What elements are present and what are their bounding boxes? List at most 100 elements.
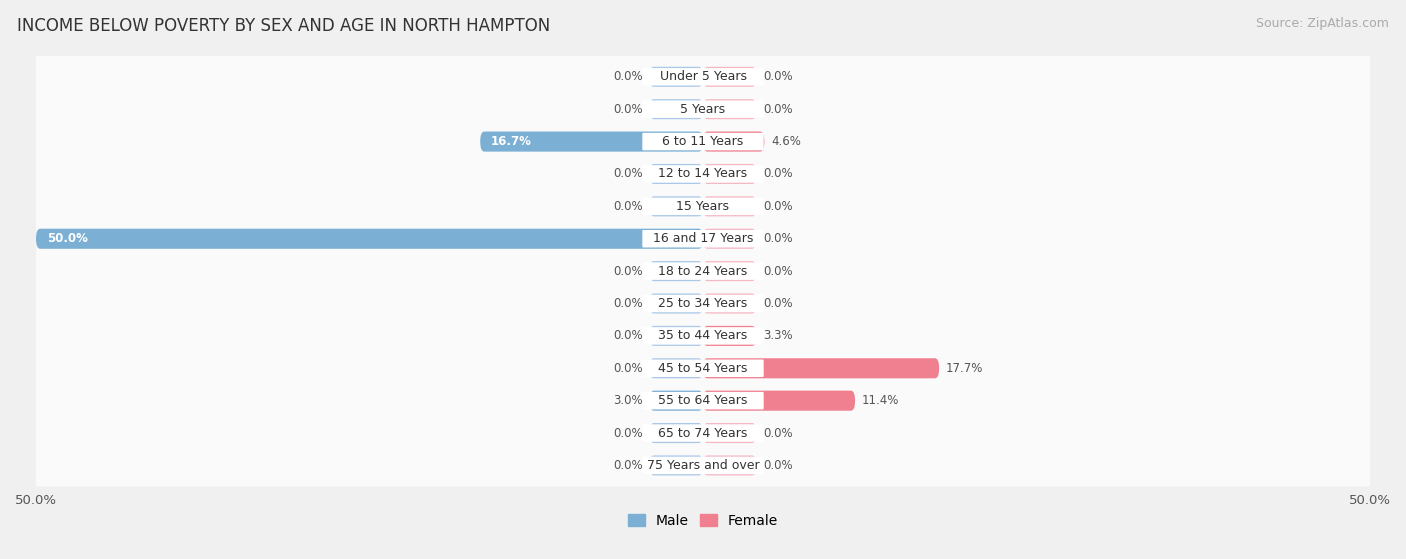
Bar — [650, 67, 703, 87]
FancyBboxPatch shape — [703, 326, 756, 346]
FancyBboxPatch shape — [21, 444, 1385, 486]
Bar — [703, 261, 756, 281]
Bar — [650, 99, 703, 119]
Text: 75 Years and over: 75 Years and over — [647, 459, 759, 472]
FancyBboxPatch shape — [650, 261, 703, 281]
FancyBboxPatch shape — [703, 456, 756, 476]
FancyBboxPatch shape — [21, 153, 1385, 195]
Bar — [650, 293, 703, 314]
FancyBboxPatch shape — [650, 456, 703, 476]
Bar — [703, 391, 855, 411]
Text: 3.3%: 3.3% — [763, 329, 793, 343]
FancyBboxPatch shape — [650, 391, 703, 411]
Bar — [703, 293, 756, 314]
FancyBboxPatch shape — [21, 315, 1385, 357]
Text: 35 to 44 Years: 35 to 44 Years — [658, 329, 748, 343]
Text: 17.7%: 17.7% — [946, 362, 983, 375]
FancyBboxPatch shape — [703, 391, 855, 411]
Text: 12 to 14 Years: 12 to 14 Years — [658, 168, 748, 181]
Bar — [650, 391, 703, 411]
Text: 0.0%: 0.0% — [763, 103, 793, 116]
FancyBboxPatch shape — [37, 229, 703, 249]
Text: 25 to 34 Years: 25 to 34 Years — [658, 297, 748, 310]
Text: 3.0%: 3.0% — [613, 394, 643, 407]
Text: 11.4%: 11.4% — [862, 394, 898, 407]
FancyBboxPatch shape — [650, 164, 703, 184]
Bar — [650, 456, 703, 476]
Text: 45 to 54 Years: 45 to 54 Years — [658, 362, 748, 375]
Text: 0.0%: 0.0% — [613, 459, 643, 472]
Text: 18 to 24 Years: 18 to 24 Years — [658, 264, 748, 278]
Text: 0.0%: 0.0% — [763, 168, 793, 181]
Text: 15 Years: 15 Years — [676, 200, 730, 213]
Text: 16 and 17 Years: 16 and 17 Years — [652, 232, 754, 245]
FancyBboxPatch shape — [650, 423, 703, 443]
Bar — [650, 261, 703, 281]
Text: 50.0%: 50.0% — [46, 232, 87, 245]
Bar — [703, 131, 765, 151]
FancyBboxPatch shape — [643, 424, 763, 442]
Text: 0.0%: 0.0% — [763, 427, 793, 439]
FancyBboxPatch shape — [21, 347, 1385, 389]
Bar — [650, 164, 703, 184]
Bar — [703, 164, 756, 184]
FancyBboxPatch shape — [643, 262, 763, 280]
Bar — [703, 358, 939, 378]
Bar — [703, 196, 756, 216]
FancyBboxPatch shape — [703, 261, 756, 281]
Bar — [650, 196, 703, 216]
FancyBboxPatch shape — [650, 358, 703, 378]
Text: 65 to 74 Years: 65 to 74 Years — [658, 427, 748, 439]
Text: 55 to 64 Years: 55 to 64 Years — [658, 394, 748, 407]
FancyBboxPatch shape — [643, 359, 763, 377]
FancyBboxPatch shape — [21, 121, 1385, 163]
FancyBboxPatch shape — [650, 196, 703, 216]
FancyBboxPatch shape — [703, 293, 756, 314]
FancyBboxPatch shape — [643, 392, 763, 409]
Text: 0.0%: 0.0% — [613, 329, 643, 343]
FancyBboxPatch shape — [650, 293, 703, 314]
FancyBboxPatch shape — [643, 133, 763, 150]
FancyBboxPatch shape — [703, 196, 756, 216]
Text: 0.0%: 0.0% — [613, 200, 643, 213]
Bar — [650, 326, 703, 346]
FancyBboxPatch shape — [643, 68, 763, 86]
Text: 0.0%: 0.0% — [613, 168, 643, 181]
Text: INCOME BELOW POVERTY BY SEX AND AGE IN NORTH HAMPTON: INCOME BELOW POVERTY BY SEX AND AGE IN N… — [17, 17, 550, 35]
FancyBboxPatch shape — [650, 99, 703, 119]
FancyBboxPatch shape — [703, 423, 756, 443]
FancyBboxPatch shape — [643, 101, 763, 118]
Bar — [650, 358, 703, 378]
Bar — [703, 67, 756, 87]
Text: 6 to 11 Years: 6 to 11 Years — [662, 135, 744, 148]
FancyBboxPatch shape — [703, 164, 756, 184]
Text: 0.0%: 0.0% — [763, 232, 793, 245]
Text: 0.0%: 0.0% — [763, 70, 793, 83]
Bar — [481, 131, 703, 151]
Bar — [703, 326, 756, 346]
FancyBboxPatch shape — [703, 99, 756, 119]
Text: 0.0%: 0.0% — [613, 427, 643, 439]
FancyBboxPatch shape — [21, 217, 1385, 260]
Legend: Male, Female: Male, Female — [623, 508, 783, 533]
FancyBboxPatch shape — [643, 197, 763, 215]
Text: 0.0%: 0.0% — [613, 103, 643, 116]
FancyBboxPatch shape — [643, 457, 763, 474]
Bar — [37, 229, 703, 249]
FancyBboxPatch shape — [703, 67, 756, 87]
FancyBboxPatch shape — [643, 327, 763, 345]
FancyBboxPatch shape — [21, 380, 1385, 421]
Text: 0.0%: 0.0% — [763, 200, 793, 213]
Bar — [703, 456, 756, 476]
FancyBboxPatch shape — [703, 229, 756, 249]
FancyBboxPatch shape — [481, 131, 703, 151]
Text: 4.6%: 4.6% — [770, 135, 801, 148]
Text: 0.0%: 0.0% — [763, 264, 793, 278]
FancyBboxPatch shape — [21, 88, 1385, 130]
FancyBboxPatch shape — [643, 295, 763, 312]
Text: 0.0%: 0.0% — [613, 70, 643, 83]
FancyBboxPatch shape — [643, 230, 763, 248]
FancyBboxPatch shape — [21, 185, 1385, 228]
FancyBboxPatch shape — [703, 358, 939, 378]
Text: Under 5 Years: Under 5 Years — [659, 70, 747, 83]
